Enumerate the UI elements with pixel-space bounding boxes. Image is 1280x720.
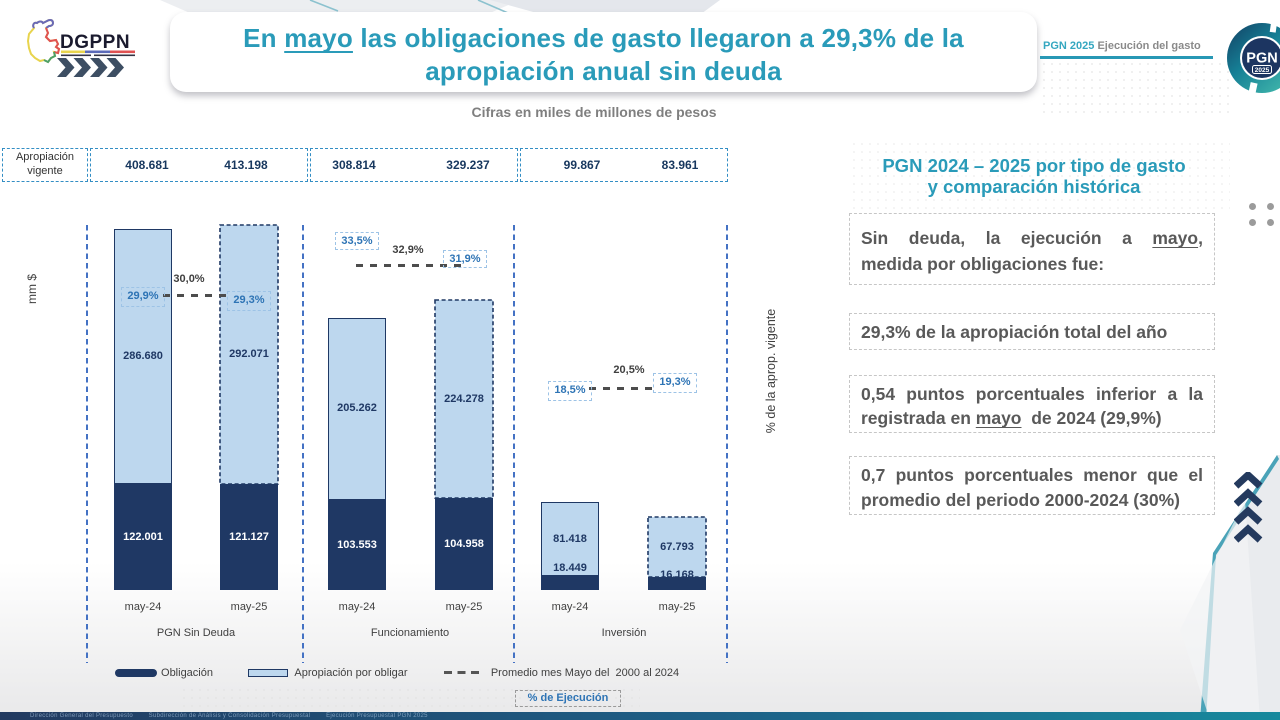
svg-text:DGPPN: DGPPN <box>60 32 130 53</box>
svg-text:PGN: PGN <box>1246 51 1277 67</box>
svg-text:2025: 2025 <box>1255 67 1270 74</box>
